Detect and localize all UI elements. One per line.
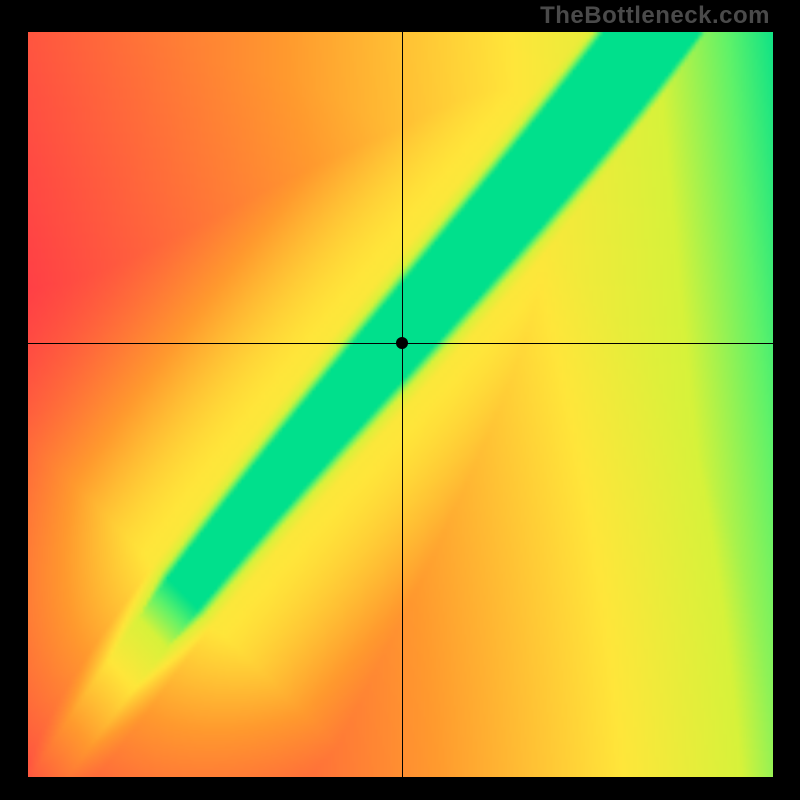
crosshair-marker xyxy=(396,337,408,349)
heatmap-plot xyxy=(28,32,773,777)
crosshair-vertical xyxy=(402,32,403,777)
heatmap-canvas xyxy=(28,32,773,777)
watermark-text: TheBottleneck.com xyxy=(540,2,770,30)
